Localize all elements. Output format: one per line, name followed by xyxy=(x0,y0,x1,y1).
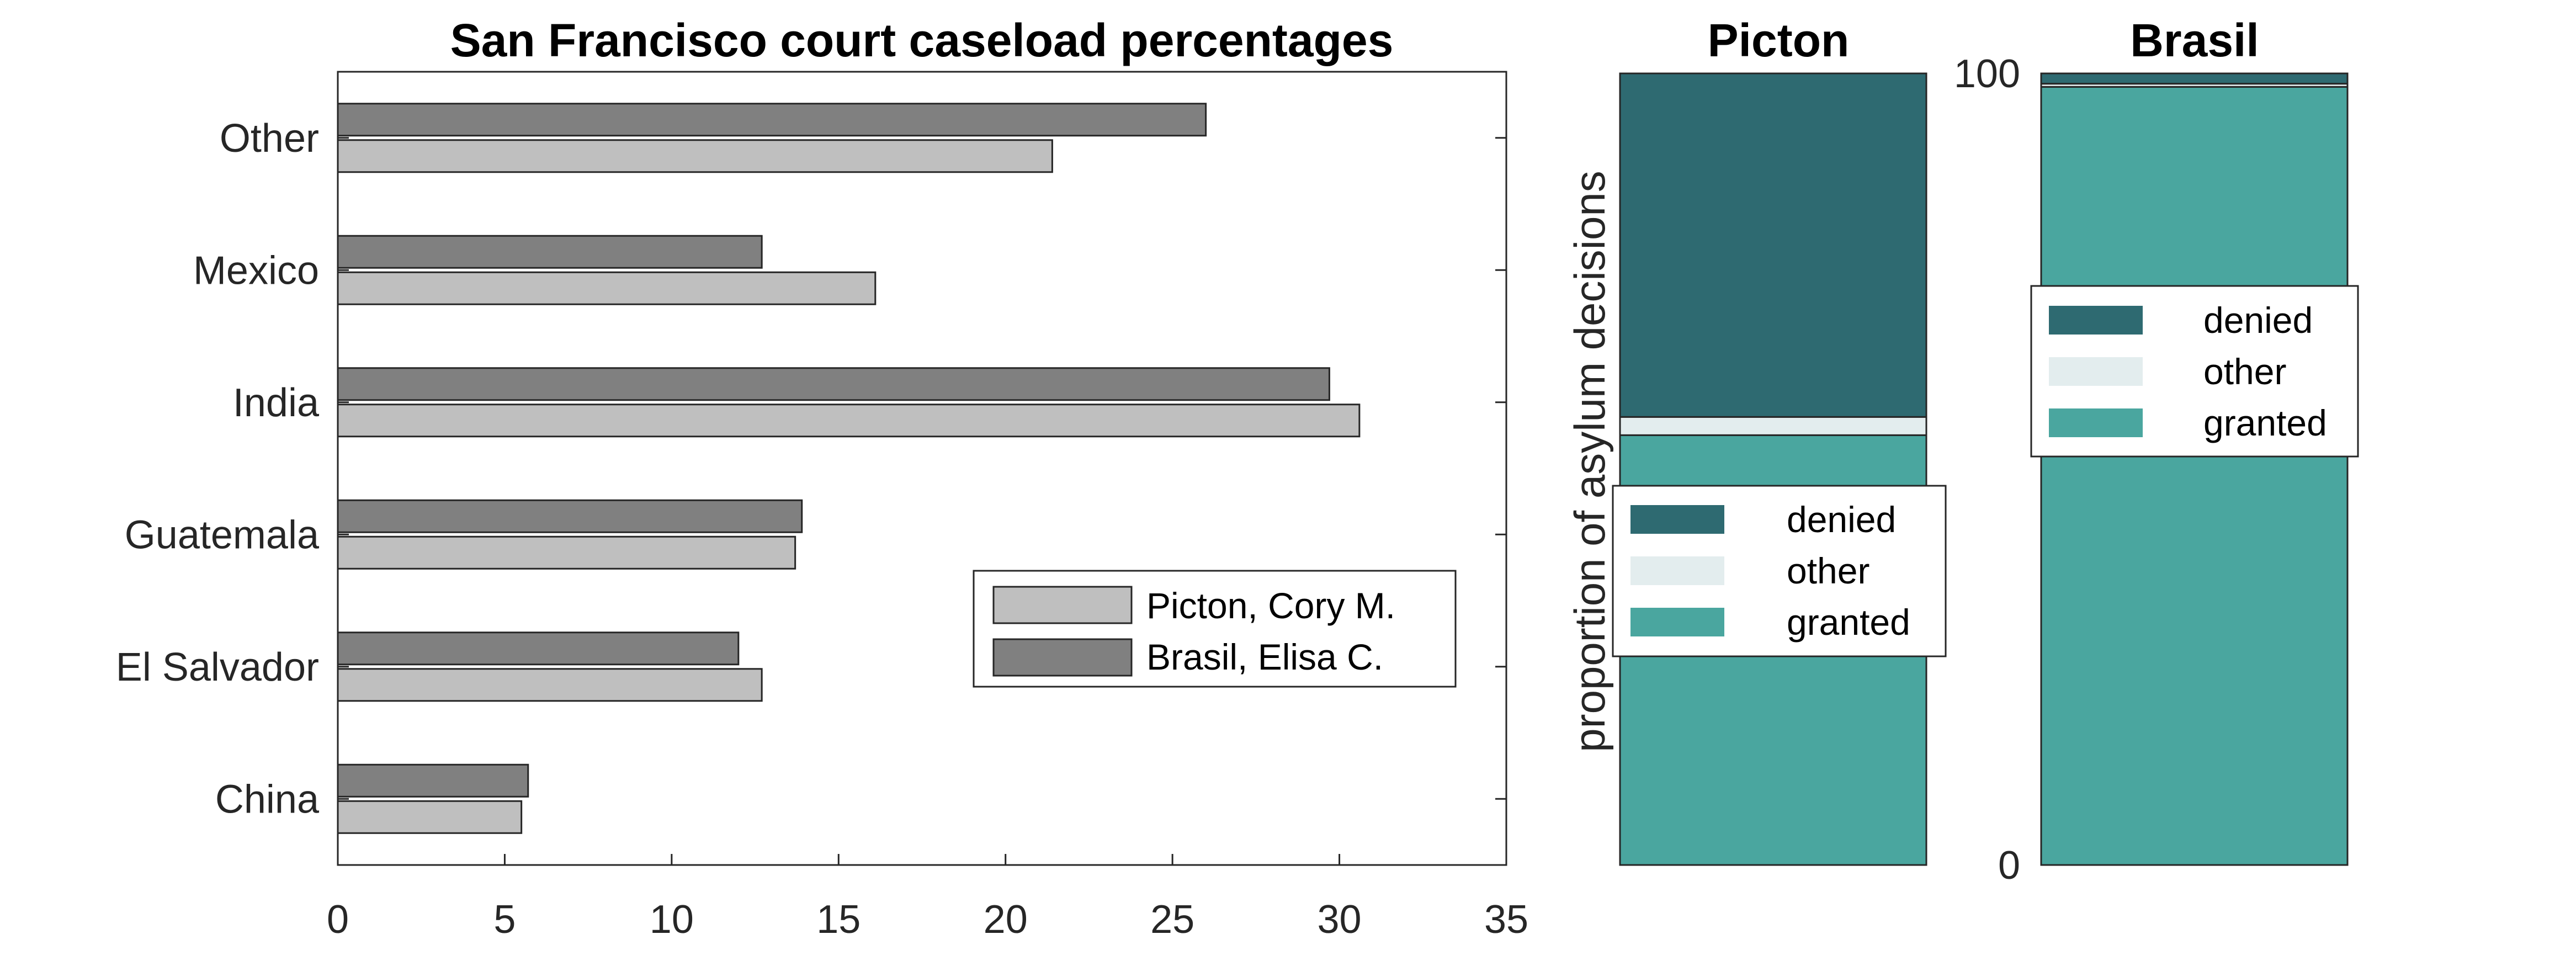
picton-y-axis-label: proportion of asylum decisions xyxy=(1565,171,1614,752)
legend-label-brasil: Brasil, Elisa C. xyxy=(1146,636,1383,677)
brasil-chart-title: Brasil xyxy=(2130,14,2259,66)
picton-legend-label-granted: granted xyxy=(1787,602,1910,643)
x-tick-label: 35 xyxy=(1484,898,1528,942)
bar-brasil-elisa-c-india xyxy=(337,367,1330,401)
category-label-mexico: Mexico xyxy=(193,248,319,293)
x-tick-label: 20 xyxy=(984,898,1028,942)
brasil-segment-denied xyxy=(2040,72,2349,85)
category-label-guatemala: Guatemala xyxy=(125,513,320,557)
bar-picton-cory-m-other xyxy=(337,139,1053,173)
picton-legend: denied other granted xyxy=(1612,485,1947,657)
brasil-y-tick-label: 100 xyxy=(1954,52,2020,96)
x-tick-label: 0 xyxy=(327,898,349,942)
legend-label-picton: Picton, Cory M. xyxy=(1146,585,1395,626)
caseload-chart-title: San Francisco court caseload percentages xyxy=(450,14,1394,66)
x-tick-label: 25 xyxy=(1150,898,1194,942)
caseload-plot-area xyxy=(337,71,1507,866)
picton-decision-chart: Picton proportion of asylum decisions de… xyxy=(1565,14,1947,866)
x-tick-label: 15 xyxy=(816,898,861,942)
bar-picton-cory-m-india xyxy=(337,404,1361,438)
bar-brasil-elisa-c-mexico xyxy=(337,235,763,269)
x-tick-label: 30 xyxy=(1318,898,1362,942)
x-tick-label: 10 xyxy=(650,898,694,942)
category-label-other: Other xyxy=(220,116,319,161)
bar-picton-cory-m-guatemala xyxy=(337,535,796,570)
category-label-el-salvador: El Salvador xyxy=(116,645,319,689)
brasil-segment-granted xyxy=(2040,86,2349,866)
bar-picton-cory-m-mexico xyxy=(337,271,877,305)
legend-swatch-brasil xyxy=(992,638,1133,677)
picton-chart-title: Picton xyxy=(1708,14,1850,66)
picton-legend-swatch-denied xyxy=(1630,505,1724,534)
x-tick-label: 5 xyxy=(493,898,516,942)
caseload-bars xyxy=(337,103,1361,834)
brasil-legend-swatch-granted xyxy=(2049,408,2143,437)
picton-legend-swatch-granted xyxy=(1630,608,1724,636)
bar-picton-cory-m-china xyxy=(337,800,523,834)
picton-legend-label-denied: denied xyxy=(1787,499,1896,540)
category-label-china: China xyxy=(215,777,320,821)
brasil-y-tick-labels: 0 100 xyxy=(1954,52,2020,888)
brasil-legend-label-granted: granted xyxy=(2203,402,2327,443)
brasil-legend-swatch-denied xyxy=(2049,306,2143,335)
caseload-x-tick-labels: 0 5 10 15 20 25 30 35 xyxy=(327,898,1528,942)
brasil-decision-chart: Brasil 0 100 denied other granted xyxy=(1954,14,2359,888)
picton-legend-label-other: other xyxy=(1787,550,1869,591)
picton-segment-denied xyxy=(1619,72,1927,418)
brasil-legend-label-denied: denied xyxy=(2203,300,2313,341)
caseload-category-labels: Other Mexico India Guatemala El Salvador Chin… xyxy=(116,116,320,822)
brasil-legend-label-other: other xyxy=(2203,351,2286,392)
bar-brasil-elisa-c-guatemala xyxy=(337,499,803,533)
legend-swatch-picton xyxy=(992,586,1133,624)
category-label-india: India xyxy=(233,381,320,425)
caseload-legend: Picton, Cory M. Brasil, Elisa C. xyxy=(973,570,1457,688)
bar-brasil-elisa-c-el-salvador xyxy=(337,631,740,666)
brasil-legend: denied other granted xyxy=(2030,285,2359,458)
picton-legend-swatch-other xyxy=(1630,556,1724,585)
brasil-stacked-bar xyxy=(2040,72,2349,866)
brasil-y-tick-label: 0 xyxy=(1998,843,2020,888)
caseload-ticks xyxy=(337,137,1507,865)
bar-picton-cory-m-el-salvador xyxy=(337,668,763,702)
bar-brasil-elisa-c-other xyxy=(337,103,1207,137)
picton-stacked-bar xyxy=(1619,72,1927,866)
bar-brasil-elisa-c-china xyxy=(337,763,529,798)
caseload-bar-chart: San Francisco court caseload percentages… xyxy=(116,14,1528,942)
picton-segment-other xyxy=(1619,416,1927,436)
brasil-legend-swatch-other xyxy=(2049,357,2143,386)
